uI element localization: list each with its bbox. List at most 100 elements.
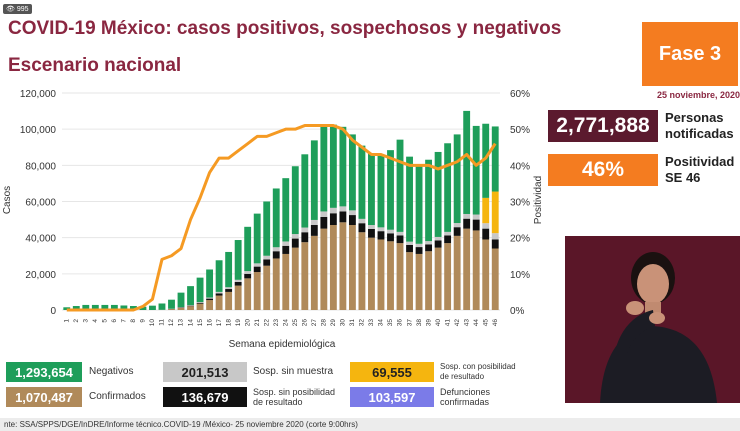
bar-segment [329,225,337,310]
bar-segment [377,227,385,232]
bar-segment [396,139,404,232]
bar-segment [491,191,499,234]
bar-segment [482,239,490,310]
bar-segment [453,134,461,224]
x-tick-label: 17 [216,319,223,327]
x-tick-label: 16 [206,319,213,327]
x-tick-label: 9 [140,319,147,323]
bar-segment [320,228,328,310]
y2-axis-label: Positividad [533,176,544,224]
y2-tick-label: 40% [510,161,530,172]
stat-defunciones-label: Defunciones confirmadas [440,387,490,407]
bar-segment [244,271,252,274]
x-tick-label: 20 [244,319,251,327]
y-tick-label: 0 [50,306,56,317]
phase-badge: Fase 3 [642,22,738,86]
bar-segment [291,234,299,239]
bar-segment [358,145,366,219]
x-tick-label: 3 [83,319,90,323]
bar-segment [234,281,242,286]
bar-segment [348,134,356,211]
bar-segment [463,218,471,229]
bar-segment [463,228,471,310]
bar-segment [206,300,214,310]
bar-segment [472,230,480,310]
bar-segment [310,219,318,226]
bar-segment [196,302,204,303]
bar-segment [444,231,452,236]
x-tick-label: 23 [273,319,280,327]
x-tick-label: 13 [178,319,185,327]
bar-segment [406,252,413,310]
x-tick-label: 45 [482,319,489,327]
bar-segment [348,210,356,216]
y-tick-label: 80,000 [25,161,56,172]
kpi-notified-label-line1: Personas [665,110,724,125]
bar-segment [444,143,452,232]
bar-segment [396,243,404,310]
bar-segment [387,150,394,230]
x-tick-label: 1 [63,319,70,323]
bar-segment [377,231,385,240]
bar-segment [225,287,233,290]
bar-segment [253,213,261,264]
bar-segment [329,213,337,226]
y-tick-label: 100,000 [20,125,57,136]
bar-segment [482,197,490,224]
bar-segment [139,306,147,310]
bar-segment [453,223,461,228]
bar-segment [282,245,290,254]
kpi-positivity-label-line1: Positividad [665,154,735,169]
stat-negativos-label: Negativos [89,366,134,377]
bar-segment [272,188,280,248]
x-tick-label: 37 [406,319,413,327]
bar-segment [368,225,375,229]
x-axis-label: Semana epidemiológica [229,339,336,350]
stat-sin-posibilidad-label: Sosp. sin posibilidad de resultado [253,387,335,407]
bar-segment [225,291,233,310]
bar-segment [491,126,499,192]
sign-language-video [565,236,740,403]
x-tick-label: 15 [197,319,204,327]
bar-segment [425,244,433,252]
bar-segment [358,223,366,233]
interpreter-figure [565,236,740,403]
bar-segment [434,236,442,241]
bar-segment [215,295,223,310]
bar-segment [291,238,299,248]
bar-segment [291,166,299,235]
stat-con-posibilidad-label: Sosp. con posibilidad de resultado [440,362,516,382]
bar-segment [149,305,156,310]
stat-defunciones-label-line2: confirmadas [440,397,490,407]
bar-segment [377,155,385,228]
x-tick-label: 27 [311,319,318,327]
bar-segment [320,216,328,229]
bar-segment [434,247,442,310]
bar-segment [110,304,118,310]
x-tick-label: 10 [149,319,156,327]
bar-segment [329,207,337,214]
bar-segment [263,265,271,310]
bar-segment [491,239,499,249]
y2-axis-ticks: 0% 10% 20% 30% 40% 50% 60% [510,89,530,317]
bar-segment [377,239,385,310]
bar-segment [396,231,404,236]
bar-segment [406,244,413,253]
x-tick-label: 11 [159,319,166,326]
x-tick-label: 36 [397,319,404,327]
stat-con-posibilidad-value: 69,555 [350,362,434,382]
y-tick-label: 20,000 [25,270,56,281]
bar-segment [101,304,109,310]
bar-segment [472,125,480,215]
x-tick-label: 32 [359,319,366,327]
bar-segment [187,286,194,306]
y-tick-label: 60,000 [25,198,56,209]
x-tick-label: 5 [102,319,109,323]
kpi-notified-value: 2,771,888 [548,110,658,142]
x-tick-label: 28 [321,319,328,327]
bar-segment [72,306,80,310]
bar-segment [339,222,347,310]
bar-segment [301,242,309,310]
kpi-positivity-label-line2: SE 46 [665,170,701,185]
bar-segment [263,201,271,256]
